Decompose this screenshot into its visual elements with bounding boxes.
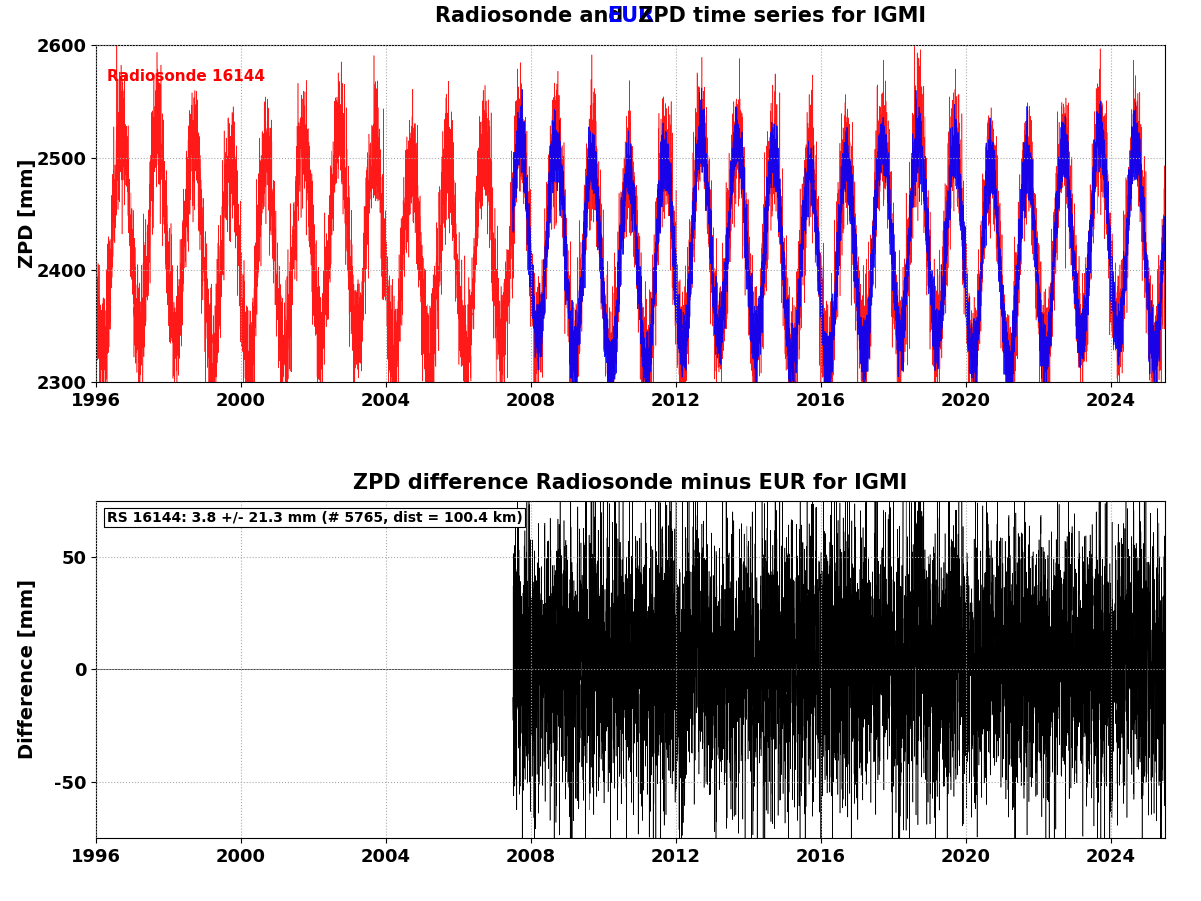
Text: Radiosonde and: Radiosonde and xyxy=(435,6,631,26)
Text: RS 16144: 3.8 +/- 21.3 mm (# 5765, dist = 100.4 km): RS 16144: 3.8 +/- 21.3 mm (# 5765, dist … xyxy=(107,511,522,524)
Text: ZPD time series for IGMI: ZPD time series for IGMI xyxy=(631,6,926,26)
Y-axis label: Difference [mm]: Difference [mm] xyxy=(18,579,37,760)
Text: Radiosonde 16144: Radiosonde 16144 xyxy=(107,68,264,84)
Title: ZPD difference Radiosonde minus EUR for IGMI: ZPD difference Radiosonde minus EUR for … xyxy=(353,473,908,494)
Text: EUR: EUR xyxy=(607,6,655,26)
Y-axis label: ZPD [mm]: ZPD [mm] xyxy=(18,159,37,268)
